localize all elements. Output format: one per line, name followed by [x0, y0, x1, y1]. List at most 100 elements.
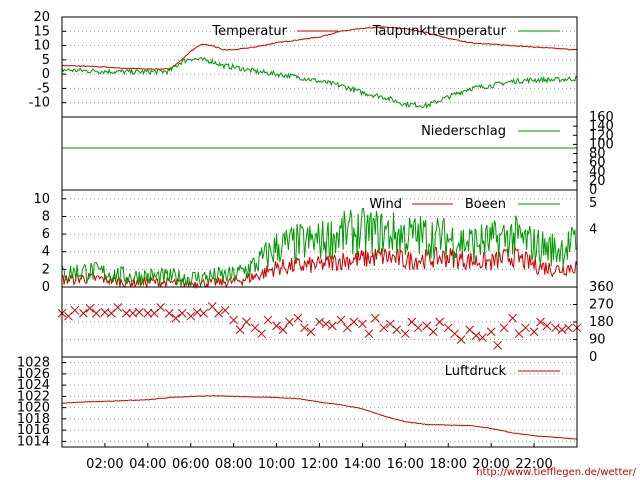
wind-direction-marker [315, 317, 324, 327]
wind-direction-marker [306, 327, 316, 337]
y-tick-label: 10 [33, 39, 50, 54]
y-tick-label: 10 [33, 192, 50, 207]
y-tick-label: 2 [42, 262, 50, 277]
legend-label: Boeen [465, 197, 506, 212]
wind-direction-marker [392, 325, 402, 335]
wind-direction-marker [349, 317, 359, 327]
y-tick-label: 8 [42, 209, 50, 224]
y-tick-label: 40 [589, 165, 606, 180]
wind-direction-marker [456, 335, 466, 344]
wind-direction-marker [229, 315, 239, 325]
wind-direction-marker [379, 323, 389, 333]
y-tick-label-right: 5 [589, 196, 597, 211]
x-tick-label: 10:00 [258, 457, 295, 472]
wind-direction-marker [428, 327, 438, 337]
wind-direction-marker [235, 325, 245, 335]
wind-direction-marker [328, 321, 337, 331]
y-tick-label: 80 [589, 147, 606, 162]
y-tick-label: 1022 [17, 389, 50, 404]
wind-direction-marker [278, 325, 288, 335]
series-line-luftdruck [62, 395, 578, 440]
y-tick-label: 5 [42, 53, 50, 68]
legend-label: Temperatur [211, 24, 287, 39]
wind-direction-marker [164, 308, 174, 318]
y-tick-label: 160 [589, 110, 614, 125]
wind-direction-marker [542, 321, 552, 331]
wind-direction-marker [242, 317, 251, 327]
credit-link[interactable]: http://www.tiefflegen.de/wetter/ [476, 467, 636, 478]
x-tick-label: 12:00 [301, 457, 338, 472]
y-tick-label: 0 [42, 67, 50, 82]
x-tick-label: 02:00 [86, 457, 123, 472]
wind-direction-marker [70, 305, 80, 315]
wind-direction-marker [336, 315, 346, 325]
wind-direction-marker [85, 304, 95, 313]
wind-direction-marker [521, 323, 530, 333]
x-axis: 02:00 04:00 06:00 08:00 10:00 12:00 14:00 16:00… [86, 443, 553, 472]
wind-direction-marker [557, 325, 567, 335]
wind-direction-marker [79, 308, 88, 318]
y-tick-label: -5 [37, 81, 50, 96]
legend-label: Wind [369, 197, 402, 212]
y-tick-label: 1026 [17, 367, 50, 382]
wind-direction-marker [321, 319, 331, 329]
wind-direction-marker [171, 313, 181, 323]
wind-direction-marker [285, 317, 294, 327]
y-tick-label: 15 [33, 24, 50, 39]
legend-label: Luftdruck [445, 364, 507, 379]
y-tick-label: 1018 [17, 412, 50, 427]
x-tick-label: 06:00 [172, 457, 209, 472]
wind-direction-marker [400, 329, 410, 339]
wind-direction-marker [536, 317, 545, 327]
wind-direction-marker [300, 323, 309, 333]
wind-direction-marker [493, 340, 502, 350]
wind-direction-marker [413, 323, 423, 333]
wind-direction-marker [551, 323, 560, 333]
wind-direction-marker [263, 315, 273, 325]
panel-wind: 10 8 6 4 2 0 5 4 Wind Boeen [33, 189, 597, 295]
panel-wind-direction: 360 270 180 90 0 [57, 280, 614, 365]
y-tick-label: 4 [42, 245, 50, 260]
wind-direction-marker [529, 327, 539, 337]
wind-direction-marker [257, 329, 266, 339]
x-tick-label: 18:00 [430, 457, 467, 472]
wind-direction-marker [91, 308, 101, 318]
y-tick-label: 100 [589, 137, 614, 152]
y-tick-label: 90 [589, 333, 606, 348]
x-tick-label: 08:00 [215, 457, 252, 472]
wind-direction-marker [214, 308, 223, 318]
y-tick-label: 0 [42, 280, 50, 295]
wind-direction-marker [113, 303, 123, 312]
y-tick-label: 140 [589, 119, 614, 134]
wind-direction-marker [272, 321, 281, 331]
wind-direction-marker [435, 317, 445, 327]
wind-direction-marker [486, 327, 496, 337]
y-tick-label: 0 [589, 183, 597, 198]
wind-direction-marker [156, 303, 166, 312]
wind-direction-marker [364, 329, 374, 339]
wind-direction-marker [134, 307, 144, 317]
y-tick-label: 1016 [17, 423, 50, 438]
y-tick-label: 60 [589, 156, 606, 171]
series-line-taupunkttemperatur [61, 57, 578, 109]
x-tick-label: 14:00 [344, 457, 381, 472]
wind-direction-marker [499, 323, 509, 333]
wind-direction-marker [177, 308, 187, 318]
y-tick-label: 1014 [17, 434, 50, 449]
x-tick-label: 20:00 [472, 457, 509, 472]
wind-direction-marker [370, 313, 380, 323]
x-tick-label: 16:00 [387, 457, 424, 472]
y-tick-label: 1020 [17, 401, 50, 416]
wind-direction-marker [478, 333, 487, 342]
wind-direction-marker [471, 331, 481, 340]
wind-direction-marker [122, 308, 131, 318]
wind-direction-marker [564, 323, 573, 333]
y-tick-label: 120 [589, 128, 614, 143]
y-tick-label: -10 [29, 96, 50, 111]
wind-direction-marker [199, 308, 208, 318]
